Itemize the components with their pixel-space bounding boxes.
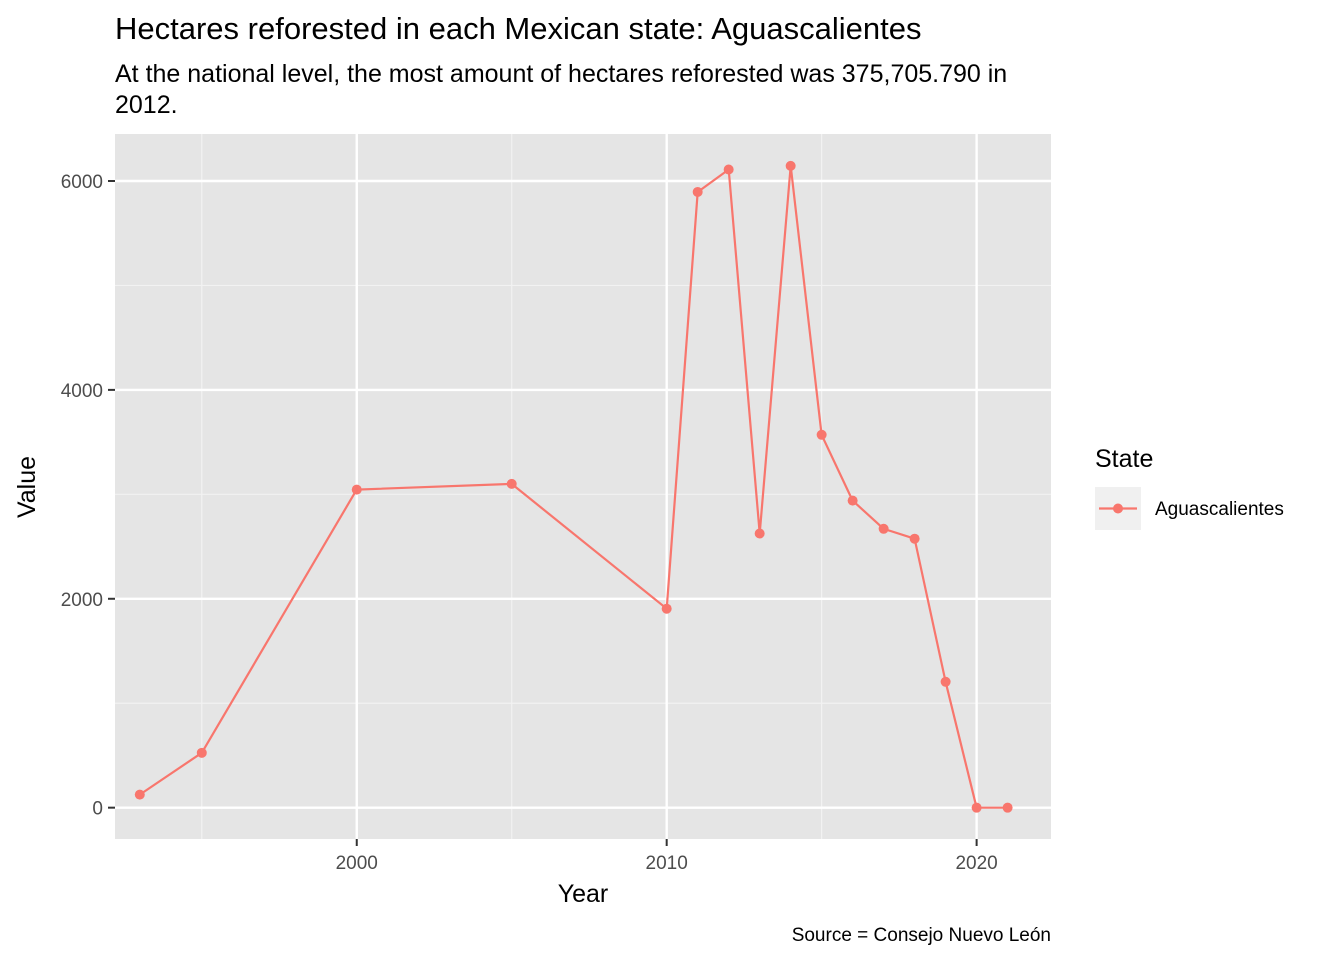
y-tick-label: 0 <box>92 799 103 820</box>
legend-title: State <box>1095 445 1153 473</box>
data-point <box>134 789 145 800</box>
series-layer <box>134 160 1013 813</box>
data-point <box>723 164 734 175</box>
x-tick-label: 2010 <box>646 853 688 874</box>
grid-minor <box>115 134 1051 839</box>
data-point <box>971 802 982 813</box>
y-axis: 0 2000 4000 6000 <box>61 172 115 820</box>
data-point <box>785 160 796 171</box>
legend: State Aguascalientes <box>1095 445 1284 530</box>
data-point <box>847 495 858 506</box>
chart-title: Hectares reforested in each Mexican stat… <box>115 11 921 46</box>
y-axis-title: Value <box>13 456 41 518</box>
data-point <box>754 528 765 539</box>
x-axis: 2000 2010 2020 <box>336 839 998 874</box>
y-tick-label: 6000 <box>61 172 103 193</box>
grid-major <box>115 134 1051 839</box>
chart-caption: Source = Consejo Nuevo León <box>792 925 1051 946</box>
series-line <box>139 164 1008 809</box>
chart-subtitle-line-2: 2012. <box>115 91 178 119</box>
plot-panel <box>115 134 1051 839</box>
data-point <box>940 676 951 687</box>
data-point <box>692 186 703 197</box>
data-point <box>878 523 889 534</box>
data-point <box>351 484 362 495</box>
chart-subtitle-line-1: At the national level, the most amount o… <box>115 60 1007 88</box>
data-point <box>816 429 827 440</box>
y-tick-label: 4000 <box>61 381 103 402</box>
data-point <box>196 747 207 758</box>
data-point <box>506 478 517 489</box>
x-axis-title: Year <box>558 880 609 908</box>
legend-key-point <box>1113 503 1123 514</box>
data-point <box>1002 802 1013 813</box>
x-tick-label: 2020 <box>955 853 997 874</box>
y-tick-label: 2000 <box>61 590 103 611</box>
x-tick-label: 2000 <box>336 853 378 874</box>
data-point <box>909 533 920 544</box>
legend-label-aguascalientes: Aguascalientes <box>1155 499 1284 520</box>
data-point <box>661 603 672 614</box>
